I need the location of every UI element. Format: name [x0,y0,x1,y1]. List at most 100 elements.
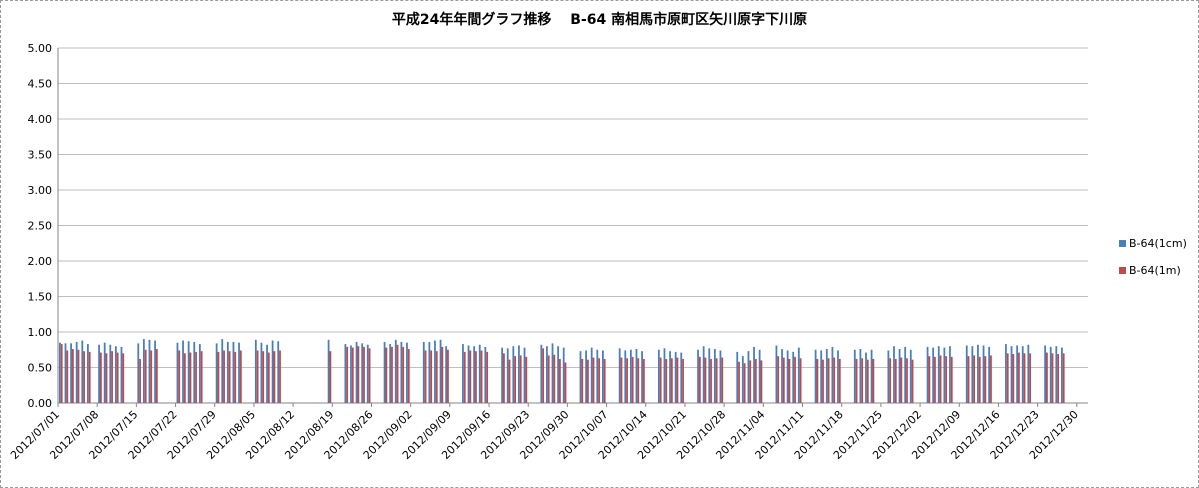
bar-series1 [853,349,856,403]
bar-series2 [223,350,225,403]
bar-series2 [754,358,757,403]
bar-series1 [1027,344,1030,403]
bar-series1 [120,346,123,403]
bar-series2 [749,360,752,403]
bar-series1 [943,347,946,403]
bar-series2 [710,358,712,403]
bar-series2 [385,347,388,403]
bar-series1 [797,347,800,403]
bar-series2 [631,356,634,403]
bar-series2 [676,357,679,403]
bar-series1 [1044,345,1047,403]
bar-series1 [182,340,184,403]
bar-series1 [1005,344,1007,403]
bar-series1 [965,345,968,403]
bar-series1 [176,342,179,403]
bar-series1 [1049,346,1052,403]
bar-series2 [984,356,987,403]
bar-series2 [189,352,192,403]
bar-series2 [116,352,119,403]
bar-series1 [663,348,666,403]
bar-series1 [618,348,621,403]
bar-series1 [540,344,543,403]
y-tick-label: 2.50 [28,220,53,233]
bar-series2 [598,358,600,403]
bar-series2 [83,351,85,403]
bar-series2 [178,350,181,403]
bar-series2 [441,346,444,403]
bar-series2 [950,356,953,403]
bar-series2 [144,349,147,403]
bar-series1 [148,339,151,403]
bar-series1 [434,340,436,403]
bar-series1 [893,346,895,403]
bar-series2 [262,351,265,403]
bar-series2 [794,356,796,403]
bar-series1 [506,348,509,403]
bar-series1 [389,344,392,403]
bar-series1 [971,346,974,403]
bar-series2 [626,358,628,403]
bar-series1 [428,341,431,403]
bar-series2 [105,353,108,403]
bar-series2 [564,362,567,403]
bar-series1 [1055,346,1058,403]
bar-series1 [579,351,582,403]
y-tick-label: 5.00 [28,42,53,55]
bar-series1 [551,343,554,403]
bar-series2 [642,358,645,403]
bar-series2 [200,351,203,403]
bar-series1 [932,347,935,403]
bar-series2 [822,359,824,403]
bar-series1 [81,340,84,403]
bar-series1 [232,341,235,403]
bar-series1 [154,340,156,403]
bar-series2 [973,355,976,403]
bar-series1 [641,351,643,403]
bar-series1 [226,341,229,403]
bar-series1 [601,350,604,403]
bar-series1 [215,343,218,403]
bar-series1 [937,346,940,403]
bar-series2 [934,356,936,403]
bar-series1 [142,339,145,403]
bar-series1 [926,346,929,403]
y-tick-label: 0.50 [28,362,53,375]
bar-series2 [239,350,242,403]
bar-series2 [581,358,584,403]
bar-series1 [590,347,593,403]
bar-series2 [906,358,908,403]
bar-series2 [670,358,673,403]
y-tick-label: 4.00 [28,113,53,126]
bar-series2 [357,346,360,403]
bar-series2 [183,353,186,403]
bar-series1 [86,344,89,403]
bar-series2 [77,349,80,403]
bar-series1 [719,350,722,403]
bar-series2 [872,358,875,403]
bar-series2 [603,358,606,403]
bar-series2 [430,350,433,403]
bar-series2 [1062,353,1065,403]
bar-series1 [624,350,627,403]
y-tick-label: 2.00 [28,255,53,268]
bar-series2 [217,351,220,403]
bar-series1 [713,349,716,403]
legend-swatch [1119,240,1126,247]
bar-series2 [424,350,427,403]
bar-series2 [435,351,438,403]
bar-series1 [596,349,599,403]
bar-series1 [887,350,890,403]
bar-series2 [1057,354,1060,403]
bar-series1 [904,346,907,403]
bar-series2 [88,351,91,403]
bar-series1 [1021,346,1024,403]
bar-series1 [674,351,677,403]
bar-series2 [329,351,332,403]
bar-series2 [861,358,864,403]
bar-series2 [799,358,802,403]
bar-series2 [743,363,746,403]
bar-series2 [351,347,354,403]
y-tick-label: 1.50 [28,291,53,304]
